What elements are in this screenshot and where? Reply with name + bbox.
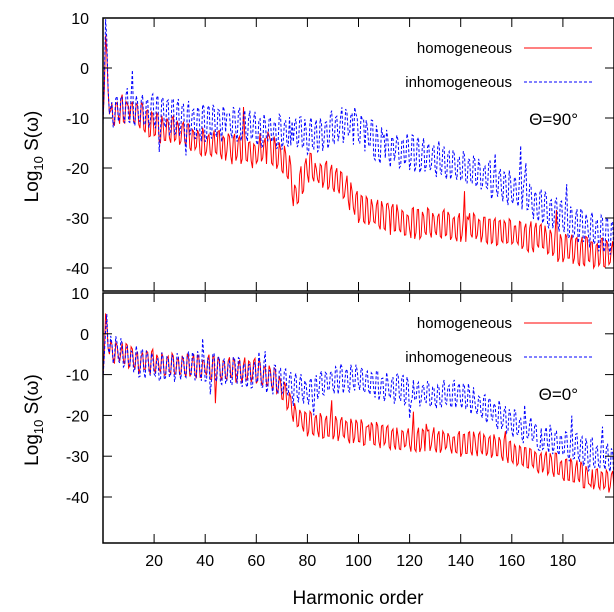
series-homogeneous-line [103,35,614,270]
y-tick-label: -30 [66,211,89,228]
y-axis-title-tail: S(ω) [22,374,43,419]
x-tick-label: 120 [396,553,423,570]
y-axis-title-subscript: 10 [31,156,46,170]
y-tick-label: -20 [66,408,89,425]
y-axis-title: Log10 S(ω) [22,111,46,203]
legend-label-inhomogeneous: inhomogeneous [405,74,512,91]
y-axis-title: Log10 S(ω) [22,374,46,466]
x-tick-label: 20 [145,553,163,570]
plot-frame [102,292,614,544]
y-axis-title-main: Log [22,434,43,466]
y-tick-label: -40 [66,490,89,507]
x-tick-label: 40 [196,553,214,570]
y-tick-label: 0 [80,61,89,78]
x-axis-title: Harmonic order [293,588,425,609]
legend: homogeneous inhomogeneous [405,315,592,366]
series-group [103,19,614,270]
y-axis-title-main: Log [22,171,43,203]
y-tick-label: -20 [66,161,89,178]
y-tick-label: -40 [66,261,89,278]
series-group [103,313,614,493]
y-tick-label: -10 [66,111,89,128]
x-tick-label: 100 [345,553,372,570]
y-tick-label: -10 [66,368,89,385]
y-tick-label: 10 [71,11,89,28]
y-tick-label: -30 [66,449,89,466]
legend: homogeneous inhomogeneous [405,40,592,91]
series-inhomogeneous-line [103,19,614,256]
y-tick-label: 10 [71,286,89,303]
legend-label-inhomogeneous: inhomogeneous [405,349,512,366]
x-tick-label: 180 [550,553,577,570]
x-tick-label: 80 [299,553,317,570]
legend-label-homogeneous: homogeneous [417,315,512,332]
x-tick-label: 160 [498,553,525,570]
x-tick-label: 60 [247,553,265,570]
series-homogeneous-line [103,313,614,493]
y-tick-label: 0 [80,327,89,344]
angle-annotation: Θ=90° [529,110,578,129]
angle-annotation: Θ=0° [539,385,578,404]
series-inhomogeneous-line [103,313,614,481]
y-axis-title-subscript: 10 [31,420,46,434]
y-axis-title-tail: S(ω) [22,111,43,156]
legend-label-homogeneous: homogeneous [417,40,512,57]
plot-frame [102,17,614,292]
x-tick-label: 140 [447,553,474,570]
